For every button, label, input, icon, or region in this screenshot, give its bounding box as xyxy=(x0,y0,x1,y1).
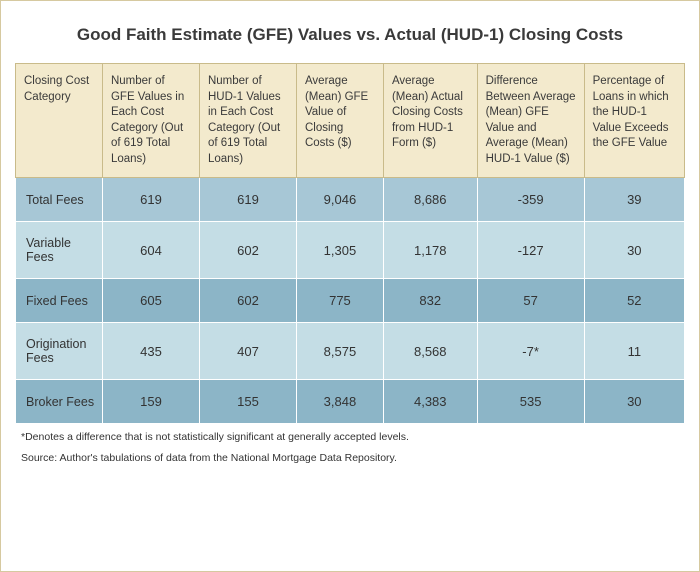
cell: 1,305 xyxy=(296,222,383,279)
table-row: Variable Fees 604 602 1,305 1,178 -127 3… xyxy=(16,222,685,279)
table-row: Broker Fees 159 155 3,848 4,383 535 30 xyxy=(16,380,685,424)
col-header: Percentage of Loans in which the HUD-1 V… xyxy=(584,64,684,178)
cell: 775 xyxy=(296,279,383,323)
row-label: Variable Fees xyxy=(16,222,103,279)
table-row: Origination Fees 435 407 8,575 8,568 -7*… xyxy=(16,323,685,380)
col-header: Number of HUD-1 Values in Each Cost Cate… xyxy=(199,64,296,178)
cell: 535 xyxy=(477,380,584,424)
cell: 602 xyxy=(199,279,296,323)
table-title: Good Faith Estimate (GFE) Values vs. Act… xyxy=(15,25,685,45)
cell: 11 xyxy=(584,323,684,380)
cell: 604 xyxy=(102,222,199,279)
table-row: Fixed Fees 605 602 775 832 57 52 xyxy=(16,279,685,323)
page-container: Good Faith Estimate (GFE) Values vs. Act… xyxy=(0,0,700,572)
gfe-table: Closing Cost Category Number of GFE Valu… xyxy=(15,63,685,424)
cell: -359 xyxy=(477,178,584,222)
cell: 3,848 xyxy=(296,380,383,424)
footnote-source: Source: Author's tabulations of data fro… xyxy=(15,451,685,466)
cell: 57 xyxy=(477,279,584,323)
cell: 619 xyxy=(199,178,296,222)
col-header: Number of GFE Values in Each Cost Catego… xyxy=(102,64,199,178)
cell: 832 xyxy=(383,279,477,323)
cell: 8,575 xyxy=(296,323,383,380)
cell: -127 xyxy=(477,222,584,279)
cell: 8,686 xyxy=(383,178,477,222)
header-row: Closing Cost Category Number of GFE Valu… xyxy=(16,64,685,178)
col-header: Average (Mean) Actual Closing Costs from… xyxy=(383,64,477,178)
cell: 159 xyxy=(102,380,199,424)
cell: 30 xyxy=(584,222,684,279)
row-label: Fixed Fees xyxy=(16,279,103,323)
cell: 30 xyxy=(584,380,684,424)
table-row: Total Fees 619 619 9,046 8,686 -359 39 xyxy=(16,178,685,222)
row-label: Total Fees xyxy=(16,178,103,222)
cell: -7* xyxy=(477,323,584,380)
cell: 9,046 xyxy=(296,178,383,222)
cell: 8,568 xyxy=(383,323,477,380)
cell: 602 xyxy=(199,222,296,279)
cell: 4,383 xyxy=(383,380,477,424)
cell: 435 xyxy=(102,323,199,380)
cell: 52 xyxy=(584,279,684,323)
cell: 1,178 xyxy=(383,222,477,279)
footnote-significance: *Denotes a difference that is not statis… xyxy=(15,430,685,445)
col-header: Average (Mean) GFE Value of Closing Cost… xyxy=(296,64,383,178)
row-label: Origination Fees xyxy=(16,323,103,380)
cell: 155 xyxy=(199,380,296,424)
col-header: Closing Cost Category xyxy=(16,64,103,178)
cell: 605 xyxy=(102,279,199,323)
col-header: Difference Between Average (Mean) GFE Va… xyxy=(477,64,584,178)
cell: 39 xyxy=(584,178,684,222)
cell: 619 xyxy=(102,178,199,222)
row-label: Broker Fees xyxy=(16,380,103,424)
cell: 407 xyxy=(199,323,296,380)
